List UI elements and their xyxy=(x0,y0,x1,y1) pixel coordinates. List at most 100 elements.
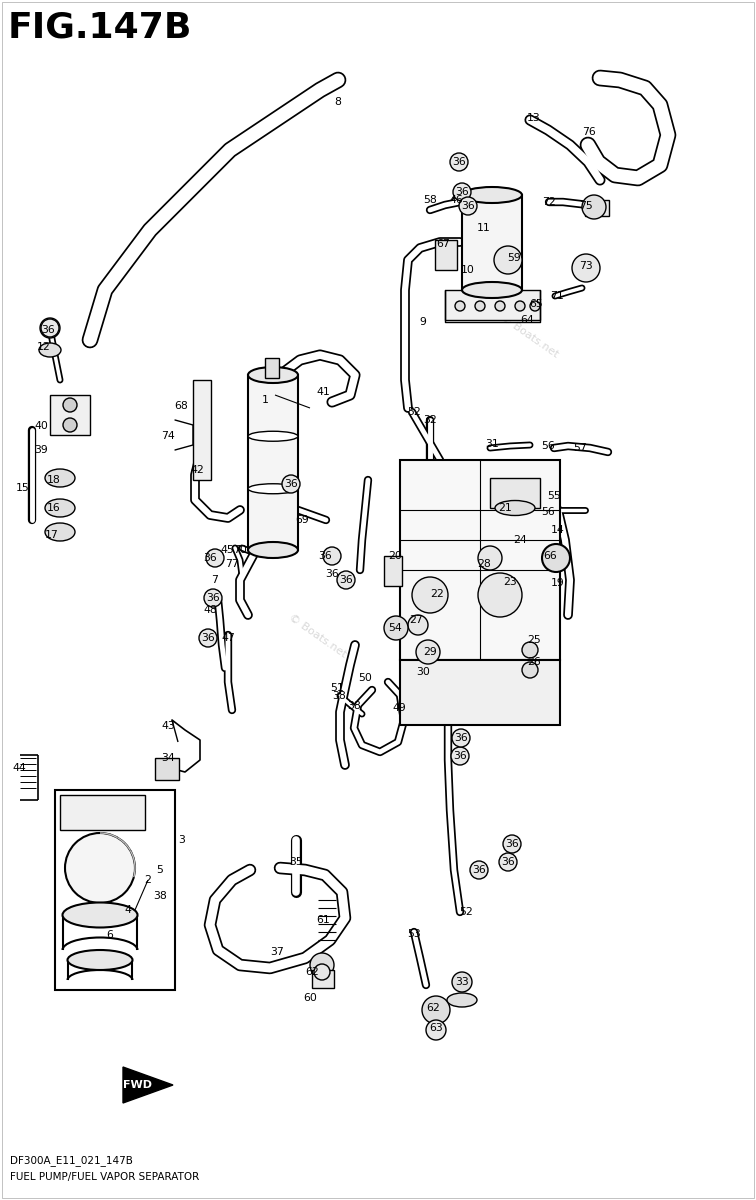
Text: 4: 4 xyxy=(125,905,132,914)
Bar xyxy=(384,556,402,586)
Circle shape xyxy=(65,833,135,902)
Circle shape xyxy=(572,254,600,282)
Text: 36: 36 xyxy=(455,187,469,197)
Text: 36: 36 xyxy=(206,593,220,602)
Circle shape xyxy=(337,571,355,589)
Circle shape xyxy=(459,197,477,215)
Text: 26: 26 xyxy=(527,658,541,667)
Circle shape xyxy=(63,398,77,412)
Circle shape xyxy=(452,728,470,746)
Text: 11: 11 xyxy=(477,223,491,233)
Bar xyxy=(585,200,609,216)
Text: 66: 66 xyxy=(543,551,557,560)
Bar xyxy=(312,970,334,988)
Text: 36: 36 xyxy=(452,157,466,167)
Text: 39: 39 xyxy=(34,445,48,455)
Bar xyxy=(265,358,279,378)
Ellipse shape xyxy=(63,902,138,928)
Text: FWD: FWD xyxy=(123,1080,153,1090)
Text: 48: 48 xyxy=(203,605,217,614)
Ellipse shape xyxy=(45,523,75,541)
Text: 36: 36 xyxy=(41,325,55,335)
Text: 73: 73 xyxy=(579,260,593,271)
Bar xyxy=(193,380,211,480)
Text: 12: 12 xyxy=(37,342,51,352)
Text: 24: 24 xyxy=(513,535,527,545)
Ellipse shape xyxy=(45,469,75,487)
Circle shape xyxy=(204,589,222,607)
Text: 3: 3 xyxy=(178,835,185,845)
Text: 51: 51 xyxy=(330,683,344,692)
Text: 10: 10 xyxy=(461,265,475,275)
Ellipse shape xyxy=(248,484,298,493)
Text: 70: 70 xyxy=(233,545,247,554)
Text: 35: 35 xyxy=(289,857,303,866)
Text: 38: 38 xyxy=(347,701,361,710)
Text: 36: 36 xyxy=(501,857,515,866)
Text: 46: 46 xyxy=(449,194,463,205)
Text: 32: 32 xyxy=(423,415,437,425)
Polygon shape xyxy=(123,1067,173,1103)
Text: 42: 42 xyxy=(190,464,204,475)
Text: 36: 36 xyxy=(461,200,475,211)
Circle shape xyxy=(522,642,538,658)
Text: 13: 13 xyxy=(527,113,541,122)
Ellipse shape xyxy=(447,994,477,1007)
Circle shape xyxy=(453,182,471,200)
Text: 1: 1 xyxy=(262,395,268,404)
Circle shape xyxy=(384,616,408,640)
Text: FIG.147B: FIG.147B xyxy=(8,10,192,44)
Circle shape xyxy=(63,418,77,432)
Text: 56: 56 xyxy=(541,506,555,517)
Circle shape xyxy=(530,301,540,311)
Text: 16: 16 xyxy=(47,503,61,514)
Ellipse shape xyxy=(462,282,522,298)
Circle shape xyxy=(40,318,60,338)
Circle shape xyxy=(451,746,469,766)
Text: 72: 72 xyxy=(542,197,556,206)
Circle shape xyxy=(478,546,502,570)
Circle shape xyxy=(314,964,330,980)
Text: 52: 52 xyxy=(407,407,421,416)
Text: 30: 30 xyxy=(416,667,430,677)
Ellipse shape xyxy=(248,542,298,558)
Text: 76: 76 xyxy=(582,127,596,137)
Text: 68: 68 xyxy=(174,401,188,410)
Circle shape xyxy=(495,301,505,311)
Text: 2: 2 xyxy=(144,875,151,886)
Text: 52: 52 xyxy=(459,907,472,917)
Text: 36: 36 xyxy=(203,553,217,563)
Text: 38: 38 xyxy=(332,691,346,701)
Text: 28: 28 xyxy=(477,559,491,569)
Text: DF300A_E11_021_147B: DF300A_E11_021_147B xyxy=(10,1154,133,1166)
Ellipse shape xyxy=(248,431,298,442)
Text: 60: 60 xyxy=(303,994,317,1003)
Text: 19: 19 xyxy=(551,578,565,588)
Text: FUEL PUMP/FUEL VAPOR SEPARATOR: FUEL PUMP/FUEL VAPOR SEPARATOR xyxy=(10,1172,200,1182)
Text: 36: 36 xyxy=(339,575,353,584)
Circle shape xyxy=(470,862,488,878)
Text: 69: 69 xyxy=(295,515,309,526)
Text: 67: 67 xyxy=(436,239,450,248)
Bar xyxy=(445,290,540,320)
Text: 41: 41 xyxy=(316,386,330,397)
Text: 14: 14 xyxy=(551,526,565,535)
Text: 62: 62 xyxy=(305,967,319,977)
Text: 43: 43 xyxy=(161,721,175,731)
Text: 59: 59 xyxy=(507,253,521,263)
Circle shape xyxy=(416,640,440,664)
Text: 7: 7 xyxy=(212,575,218,584)
Text: 5: 5 xyxy=(156,865,163,875)
Bar xyxy=(248,374,298,550)
Text: 34: 34 xyxy=(161,754,175,763)
Text: 23: 23 xyxy=(503,577,517,587)
Text: 22: 22 xyxy=(430,589,444,599)
Text: 36: 36 xyxy=(472,865,486,875)
Circle shape xyxy=(426,1020,446,1040)
Circle shape xyxy=(282,475,300,493)
Text: 47: 47 xyxy=(221,634,235,643)
Text: 54: 54 xyxy=(388,623,402,634)
Text: 6: 6 xyxy=(107,930,113,940)
Text: © Boats.net: © Boats.net xyxy=(82,912,144,960)
Circle shape xyxy=(41,319,59,337)
